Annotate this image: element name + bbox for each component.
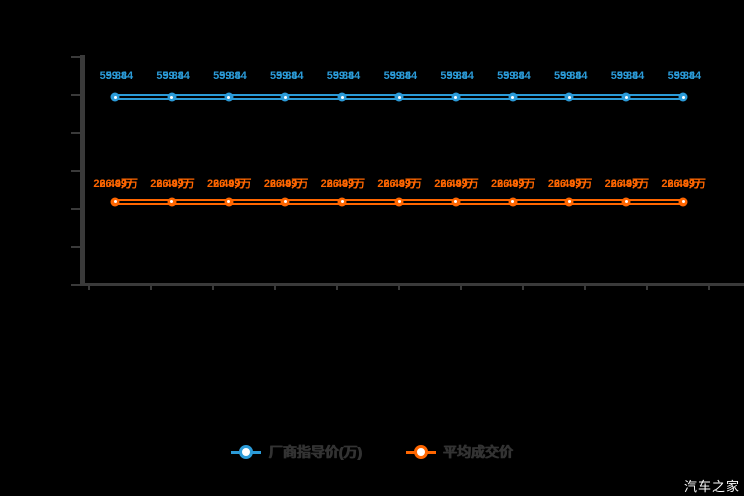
data-point-marker[interactable]: [621, 92, 631, 102]
data-point-marker[interactable]: [451, 92, 461, 102]
data-point-label: 26.49万: [263, 177, 303, 190]
data-point-label: 59.84: [497, 70, 525, 83]
y-axis-tick: [71, 94, 80, 96]
data-point-label: 59.84: [326, 70, 355, 83]
data-point-marker[interactable]: [508, 197, 518, 207]
data-point-label: 59.84: [269, 70, 298, 83]
legend-item-avg-price[interactable]: 平均成交价: [405, 442, 513, 462]
data-point-label: 26.49万: [604, 177, 644, 190]
data-point-marker[interactable]: [451, 197, 461, 207]
data-point-marker[interactable]: [678, 197, 688, 207]
data-point-marker[interactable]: [337, 92, 347, 102]
y-axis-tick: [71, 284, 80, 286]
data-point-marker[interactable]: [394, 92, 404, 102]
circle-marker-icon: [239, 445, 254, 459]
data-point-label: 26.49万: [491, 177, 530, 190]
data-point-label: 59.84: [383, 70, 412, 83]
x-axis: [80, 283, 744, 286]
legend-label: 厂商指导价(万): [268, 444, 362, 460]
x-axis-tick: [88, 286, 90, 290]
x-axis-tick: [522, 286, 524, 290]
data-point-label: 59.84: [610, 70, 639, 83]
data-point-marker[interactable]: [621, 197, 631, 207]
x-axis-tick: [212, 286, 214, 290]
data-point-marker[interactable]: [224, 92, 234, 102]
y-axis-tick: [71, 56, 80, 58]
data-point-marker[interactable]: [167, 197, 177, 207]
x-axis-tick: [150, 286, 152, 290]
x-axis-tick: [646, 286, 648, 290]
autohome-watermark: 汽车之家: [683, 479, 740, 494]
x-axis-tick: [460, 286, 462, 290]
data-point-label: 26.49万: [434, 177, 473, 190]
data-point-marker[interactable]: [564, 92, 574, 102]
legend-line-marker-orange: [405, 445, 436, 459]
data-point-label: 59.84: [440, 70, 468, 83]
data-point-marker[interactable]: [280, 92, 290, 102]
data-point-label: 59.84: [156, 70, 184, 83]
data-point-label: 26.49万: [93, 177, 132, 190]
data-point-label: 26.49万: [377, 177, 416, 190]
data-point-label: 59.84: [667, 70, 696, 83]
data-point-label: 26.49万: [661, 177, 700, 190]
x-axis-tick: [708, 286, 710, 290]
legend: 厂商指导价(万) 平均成交价: [0, 442, 744, 462]
data-point-marker[interactable]: [110, 92, 120, 102]
y-axis-tick: [71, 246, 80, 248]
legend-label: 平均成交价: [442, 444, 513, 460]
data-point-marker[interactable]: [678, 92, 688, 102]
circle-marker-icon: [413, 445, 428, 459]
x-axis-tick: [336, 286, 338, 290]
data-point-label: 26.49万: [547, 177, 587, 190]
data-point-label: 26.49万: [320, 177, 360, 190]
legend-item-guide-price[interactable]: 厂商指导价(万): [231, 442, 362, 462]
data-point-marker[interactable]: [280, 197, 290, 207]
legend-line-marker-blue: [231, 445, 262, 459]
x-axis-tick: [274, 286, 276, 290]
data-point-marker[interactable]: [394, 197, 404, 207]
x-axis-tick: [398, 286, 400, 290]
x-axis-tick: [584, 286, 586, 290]
data-point-marker[interactable]: [167, 92, 177, 102]
data-point-label: 59.84: [213, 70, 241, 83]
y-axis-tick: [71, 208, 80, 210]
data-point-marker[interactable]: [224, 197, 234, 207]
y-axis-tick: [71, 170, 80, 172]
data-point-label: 59.84: [99, 70, 128, 83]
data-point-label: 26.49万: [207, 177, 246, 190]
y-axis-tick: [71, 132, 80, 134]
data-point-marker[interactable]: [564, 197, 574, 207]
data-point-label: 26.49万: [150, 177, 189, 190]
data-point-marker[interactable]: [110, 197, 120, 207]
data-point-label: 59.84: [553, 70, 582, 83]
y-axis: [80, 55, 85, 286]
data-point-marker[interactable]: [508, 92, 518, 102]
data-point-marker[interactable]: [337, 197, 347, 207]
